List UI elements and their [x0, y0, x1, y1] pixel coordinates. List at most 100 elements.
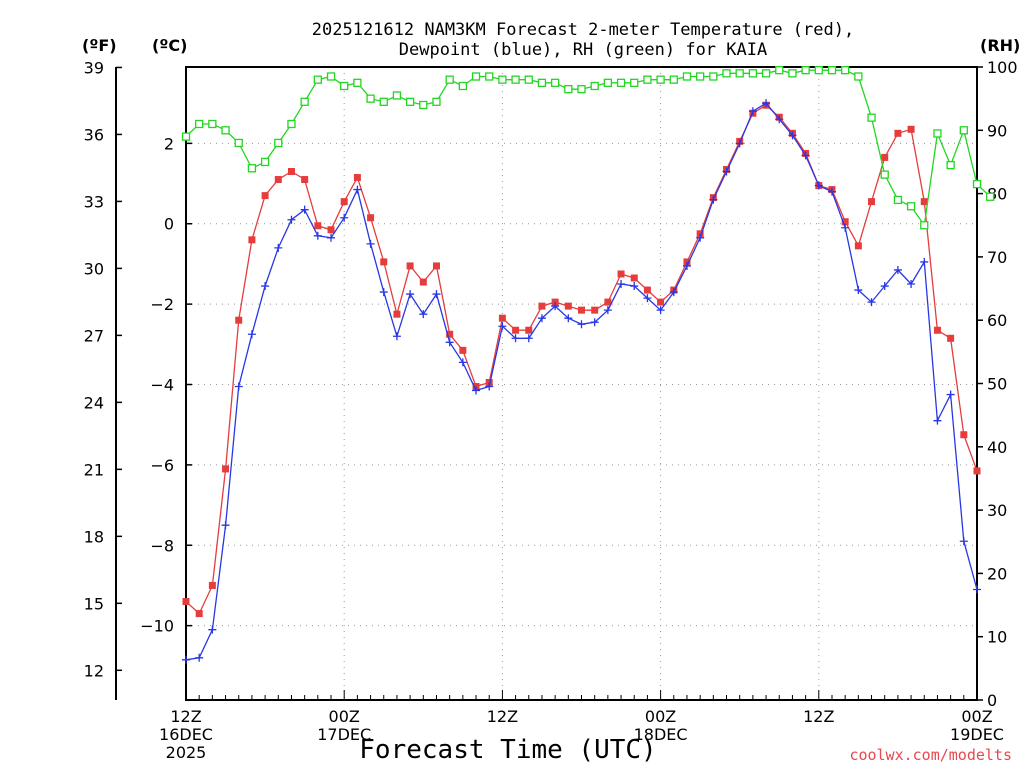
- data-series: [181, 66, 995, 664]
- rh-point: [603, 78, 613, 87]
- rh-point: [313, 75, 322, 84]
- dewpoint-point: [735, 139, 744, 148]
- temperature-point: [301, 176, 309, 184]
- x-tick-label: 2025: [166, 743, 207, 762]
- temperature-point: [617, 270, 625, 278]
- temperature-point: [432, 262, 440, 270]
- temperature-point: [564, 302, 572, 310]
- temperature-point: [604, 298, 612, 306]
- rh-point: [761, 69, 771, 78]
- dewpoint-point: [221, 521, 230, 530]
- fahrenheit-unit-label: (ºF): [82, 36, 117, 55]
- chart-title-line2: Dewpoint (blue), RH (green) for KAIA: [399, 40, 767, 60]
- temperature-point: [208, 581, 216, 589]
- dewpoint-point: [709, 195, 718, 204]
- rh-point: [841, 66, 850, 75]
- temperature-point: [327, 226, 335, 234]
- rh-point: [616, 78, 626, 87]
- temperature-point: [235, 316, 243, 324]
- dewpoint-point: [959, 537, 968, 546]
- temperature-point: [261, 192, 269, 200]
- temperature-point: [498, 314, 506, 322]
- temperature-point: [643, 286, 651, 294]
- rh-point: [274, 138, 283, 148]
- rh-point: [326, 72, 336, 81]
- rh-tick-label: 90: [987, 121, 1007, 140]
- rh-point: [537, 78, 547, 87]
- temperature-point: [578, 306, 585, 314]
- rh-tick-label: 30: [987, 501, 1007, 520]
- rh-point: [959, 126, 968, 135]
- rh-point: [432, 97, 441, 106]
- dewpoint-point: [907, 280, 916, 289]
- celsius-tick-label: −8: [150, 536, 174, 555]
- chart-title-line1: 2025121612 NAM3KM Forecast 2-meter Tempe…: [312, 20, 854, 40]
- celsius-tick-label: 2: [164, 134, 174, 153]
- temperature-point: [973, 467, 981, 475]
- credit-text: coolwx.com/modelts: [849, 746, 1012, 764]
- temperature-point: [551, 298, 559, 306]
- temperature-point: [406, 262, 414, 270]
- rh-point: [722, 69, 731, 78]
- dewpoint-point: [590, 318, 599, 327]
- rh-tick-label: 50: [987, 375, 1007, 394]
- fahrenheit-tick-label: 36: [84, 125, 104, 144]
- rh-point: [405, 97, 415, 106]
- dewpoint-point: [867, 298, 876, 307]
- rh-point: [814, 66, 823, 75]
- rh-point: [867, 113, 876, 122]
- temperature-point: [854, 242, 862, 250]
- dewpoint-point: [247, 330, 256, 339]
- x-tick-label: 12Z: [803, 707, 834, 726]
- rh-point: [630, 78, 639, 87]
- rh-point: [986, 192, 995, 201]
- dewpoint-point: [973, 585, 981, 594]
- temperature-point: [367, 214, 375, 222]
- temperature-point: [868, 198, 876, 206]
- dewpoint-point: [946, 390, 955, 399]
- fahrenheit-tick-label: 15: [84, 594, 104, 613]
- celsius-tick-label: −2: [150, 295, 174, 314]
- dewpoint-point: [287, 215, 296, 224]
- temperature-point: [630, 274, 638, 282]
- temperature-point: [657, 298, 665, 306]
- temperature-point: [525, 326, 533, 334]
- rh-tick-label: 40: [987, 438, 1007, 457]
- temperature-point: [538, 302, 546, 310]
- x-tick-label: 00Z: [645, 707, 676, 726]
- rh-point: [827, 66, 837, 75]
- temperature-point: [287, 167, 295, 175]
- dewpoint-line: [185, 102, 978, 661]
- rh-point: [775, 66, 784, 75]
- rh-point: [696, 72, 705, 81]
- rh-point: [234, 138, 243, 148]
- temperature-point: [314, 222, 322, 230]
- temperature-point: [683, 258, 691, 266]
- dewpoint-point: [392, 332, 401, 341]
- dewpoint-point: [696, 233, 705, 242]
- rh-point: [788, 69, 797, 78]
- rh-point: [287, 119, 296, 129]
- rh-point: [564, 85, 573, 94]
- temperature-point: [472, 383, 480, 391]
- rh-point: [709, 72, 718, 81]
- dewpoint-point: [353, 185, 362, 194]
- dewpoint-point: [300, 205, 309, 214]
- dewpoint-point: [432, 290, 441, 299]
- temperature-point: [393, 310, 401, 318]
- celsius-tick-label: −6: [150, 456, 174, 475]
- dewpoint-point: [893, 265, 902, 274]
- celsius-tick-label: −10: [140, 617, 174, 636]
- fahrenheit-tick-label: 18: [84, 527, 104, 546]
- rh-point: [906, 202, 916, 211]
- series-rh: [181, 66, 995, 230]
- x-tick-label: 12Z: [487, 707, 518, 726]
- rh-point: [880, 170, 889, 179]
- dewpoint-point: [419, 310, 428, 319]
- rh-point: [933, 129, 942, 138]
- dewpoint-point: [182, 655, 190, 664]
- temperature-point: [881, 153, 889, 161]
- dewpoint-point: [208, 625, 217, 634]
- dewpoint-point: [814, 181, 823, 190]
